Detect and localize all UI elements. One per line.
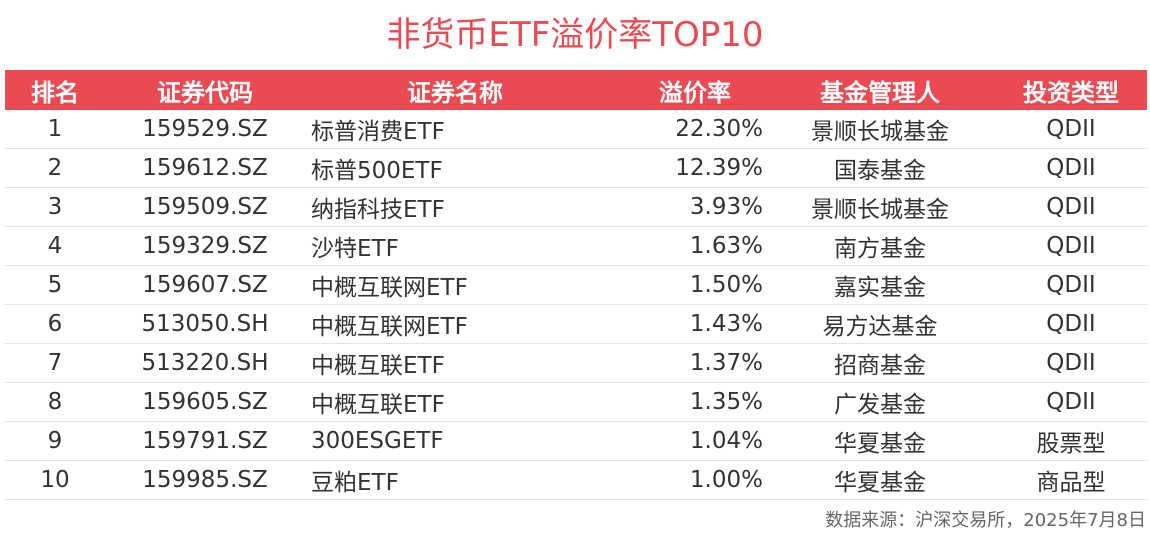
cell-premium: 22.30% (675, 116, 763, 142)
cell-name: 中概互联ETF (311, 392, 445, 418)
cell-manager: 景顺长城基金 (811, 119, 949, 145)
cell-code: 159985.SZ (142, 467, 268, 493)
cell-type: 商品型 (1036, 470, 1106, 496)
cell-name: 标普500ETF (311, 158, 443, 184)
cell-type: QDII (1046, 194, 1096, 220)
cell-rank: 8 (47, 389, 63, 415)
cell-premium: 1.43% (689, 311, 763, 337)
cell-code: 159791.SZ (142, 428, 268, 454)
cell-code: 159329.SZ (142, 233, 268, 259)
cell-type: QDII (1046, 311, 1096, 337)
cell-premium: 1.04% (689, 428, 763, 454)
cell-name: 300ESGETF (311, 428, 444, 454)
cell-manager: 易方达基金 (822, 314, 938, 340)
cell-rank: 4 (47, 233, 63, 259)
cell-premium: 1.37% (689, 350, 763, 376)
cell-type: 股票型 (1036, 431, 1106, 457)
cell-type: QDII (1046, 233, 1096, 259)
cell-manager: 华夏基金 (834, 431, 926, 457)
header-rank: 排名 (31, 78, 79, 107)
cell-premium: 1.50% (689, 272, 763, 298)
cell-rank: 5 (47, 272, 63, 298)
table-row: 7 513220.SH 中概互联ETF 1.37% 招商基金 QDII (5, 344, 1147, 383)
cell-code: 513050.SH (141, 311, 269, 337)
table-row: 10 159985.SZ 豆粕ETF 1.00% 华夏基金 商品型 (5, 461, 1147, 500)
cell-type: QDII (1046, 272, 1096, 298)
cell-rank: 6 (47, 311, 63, 337)
cell-code: 159509.SZ (142, 194, 268, 220)
table-row: 6 513050.SH 中概互联网ETF 1.43% 易方达基金 QDII (5, 305, 1147, 344)
cell-name: 中概互联ETF (311, 353, 445, 379)
cell-type: QDII (1046, 155, 1096, 181)
table-row: 5 159607.SZ 中概互联网ETF 1.50% 嘉实基金 QDII (5, 266, 1147, 305)
table-row: 2 159612.SZ 标普500ETF 12.39% 国泰基金 QDII (5, 149, 1147, 188)
cell-name: 中概互联网ETF (311, 314, 468, 340)
premium-table: 排名 证券代码 证券名称 溢价率 基金管理人 投资类型 1 159529.SZ … (5, 70, 1147, 500)
header-manager: 基金管理人 (820, 78, 940, 107)
cell-rank: 7 (47, 350, 63, 376)
table-row: 1 159529.SZ 标普消费ETF 22.30% 景顺长城基金 QDII (5, 110, 1147, 149)
cell-manager: 广发基金 (834, 392, 926, 418)
cell-rank: 9 (47, 428, 63, 454)
cell-code: 513220.SH (141, 350, 269, 376)
data-source-note: 数据来源：沪深交易所，2025年7月8日 (825, 510, 1146, 531)
cell-manager: 南方基金 (834, 236, 926, 262)
table-row: 9 159791.SZ 300ESGETF 1.04% 华夏基金 股票型 (5, 422, 1147, 461)
header-name: 证券名称 (407, 78, 503, 107)
cell-name: 沙特ETF (311, 236, 399, 262)
cell-rank: 1 (47, 116, 63, 142)
cell-type: QDII (1046, 389, 1096, 415)
cell-name: 豆粕ETF (311, 470, 399, 496)
header-type: 投资类型 (1023, 78, 1119, 107)
cell-manager: 景顺长城基金 (811, 197, 949, 223)
table-header: 排名 证券代码 证券名称 溢价率 基金管理人 投资类型 (5, 70, 1147, 110)
cell-rank: 10 (40, 467, 70, 493)
cell-rank: 2 (47, 155, 63, 181)
table-row: 3 159509.SZ 纳指科技ETF 3.93% 景顺长城基金 QDII (5, 188, 1147, 227)
cell-code: 159529.SZ (142, 116, 268, 142)
cell-premium: 12.39% (675, 155, 763, 181)
cell-code: 159612.SZ (142, 155, 268, 181)
header-code: 证券代码 (157, 78, 253, 107)
cell-manager: 招商基金 (834, 353, 926, 379)
cell-code: 159605.SZ (142, 389, 268, 415)
header-premium: 溢价率 (659, 78, 731, 107)
cell-premium: 1.00% (689, 467, 763, 493)
table-row: 4 159329.SZ 沙特ETF 1.63% 南方基金 QDII (5, 227, 1147, 266)
cell-name: 中概互联网ETF (311, 275, 468, 301)
cell-name: 纳指科技ETF (311, 197, 445, 223)
cell-manager: 嘉实基金 (834, 275, 926, 301)
cell-rank: 3 (47, 194, 63, 220)
cell-code: 159607.SZ (142, 272, 268, 298)
table-row: 8 159605.SZ 中概互联ETF 1.35% 广发基金 QDII (5, 383, 1147, 422)
cell-premium: 1.63% (689, 233, 763, 259)
cell-premium: 1.35% (689, 389, 763, 415)
page-title: 非货币ETF溢价率TOP10 (386, 15, 764, 55)
cell-manager: 华夏基金 (834, 470, 926, 496)
cell-type: QDII (1046, 116, 1096, 142)
cell-premium: 3.93% (689, 194, 763, 220)
cell-type: QDII (1046, 350, 1096, 376)
cell-name: 标普消费ETF (311, 119, 445, 145)
cell-manager: 国泰基金 (834, 158, 926, 184)
